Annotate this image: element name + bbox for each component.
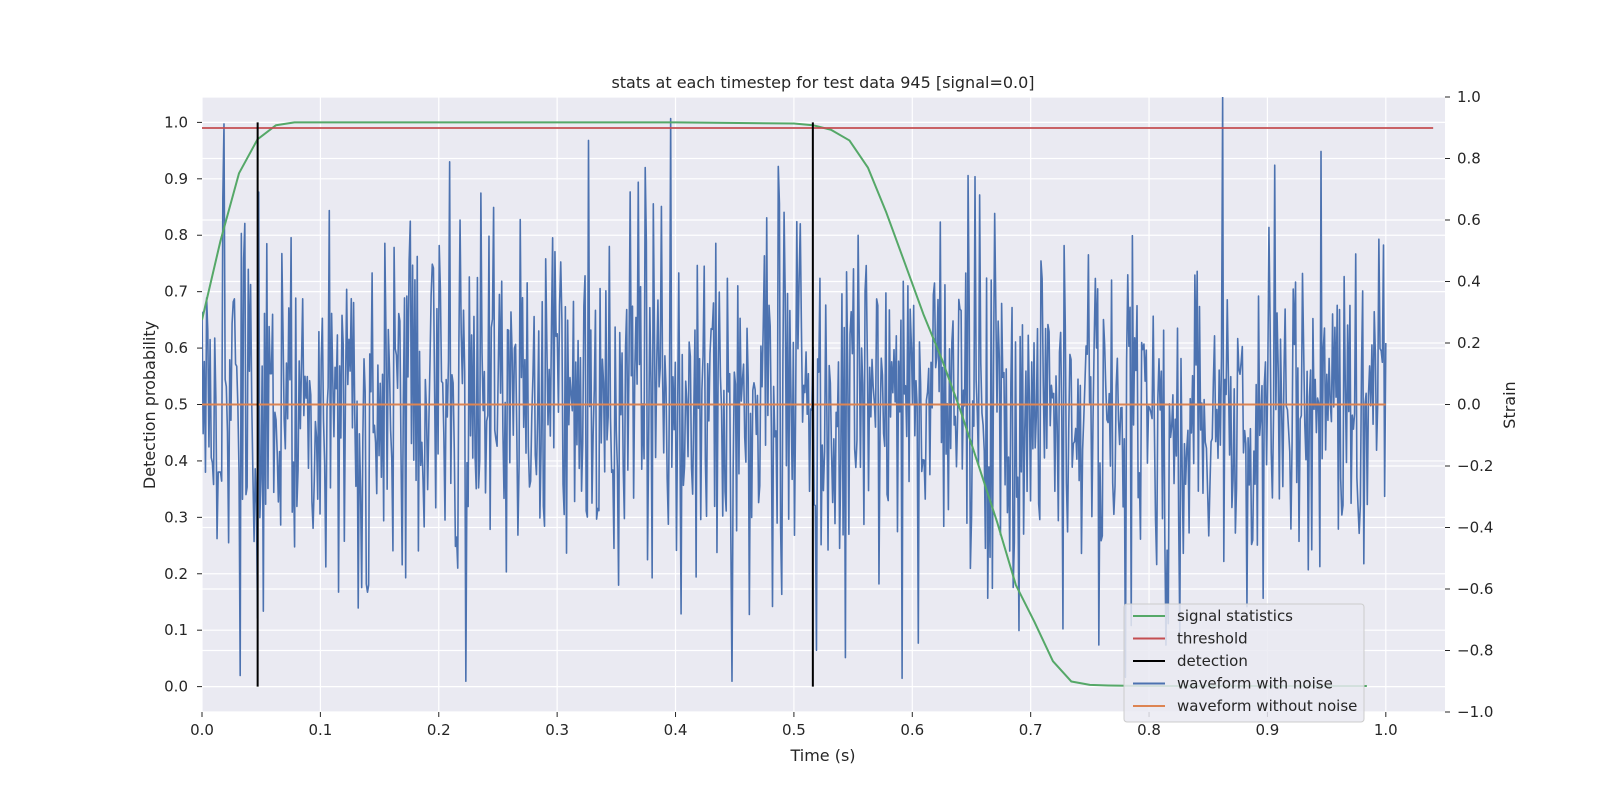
y-tick-label: 0.3 [164, 508, 188, 526]
x-tick-label: 0.3 [545, 721, 569, 739]
x-tick-label: 0.8 [1137, 721, 1161, 739]
y2-tick-label: 0.0 [1457, 396, 1481, 414]
series [202, 97, 1434, 688]
y2-tick-label: −1.0 [1457, 703, 1493, 721]
y-tick-label: 1.0 [164, 113, 188, 131]
chart-title: stats at each timestep for test data 945… [611, 73, 1034, 92]
x-tick-label: 0.5 [782, 721, 806, 739]
y-tick-label: 0.0 [164, 678, 188, 696]
x-axis-title: Time (s) [789, 746, 855, 765]
y-tick-label: 0.2 [164, 565, 188, 583]
y2-tick-label: 1.0 [1457, 88, 1481, 106]
y-tick-label: 0.8 [164, 226, 188, 244]
x-tick-label: 0.4 [664, 721, 688, 739]
y2-tick-label: −0.8 [1457, 642, 1493, 660]
signal-statistics-line [202, 121, 1367, 688]
legend-label: waveform with noise [1177, 675, 1333, 693]
y2-tick-label: −0.4 [1457, 519, 1493, 537]
axes: 0.0 0.1 0.2 0.3 0.4 0.5 0.6 0.7 0.8 0.9 1.0 0.0 0.1 0… [164, 88, 1493, 739]
x-tick-label: 0.6 [900, 721, 924, 739]
x-tick-label: 0.0 [190, 721, 214, 739]
y-tick-label: 0.7 [164, 283, 188, 301]
y2-tick-label: −0.6 [1457, 580, 1493, 598]
legend: signal statistics threshold detection wavef… [1123, 603, 1365, 723]
y-tick-label: 0.1 [164, 621, 188, 639]
y-tick-label: 0.9 [164, 170, 188, 188]
waveform-with-noise-line [202, 97, 1387, 683]
y2-axis-title: Strain [1500, 381, 1519, 428]
x-tick-label: 1.0 [1374, 721, 1398, 739]
legend-label: signal statistics [1177, 607, 1293, 625]
y-tick-label: 0.5 [164, 396, 188, 414]
y2-tick-label: 0.2 [1457, 334, 1481, 352]
y-tick-label: 0.6 [164, 339, 188, 357]
legend-label: waveform without noise [1177, 697, 1357, 715]
x-tick-label: 0.9 [1255, 721, 1279, 739]
x-tick-label: 0.7 [1019, 721, 1043, 739]
y-axis-title: Detection probability [140, 321, 159, 489]
x-tick-label: 0.2 [427, 721, 451, 739]
legend-box [1123, 603, 1365, 723]
y-tick-label: 0.4 [164, 452, 188, 470]
legend-label: threshold [1177, 630, 1248, 648]
y2-tick-label: 0.4 [1457, 273, 1481, 291]
y2-tick-label: −0.2 [1457, 457, 1493, 475]
legend-label: detection [1177, 652, 1248, 670]
y2-tick-label: 0.6 [1457, 211, 1481, 229]
y2-tick-label: 0.8 [1457, 150, 1481, 168]
x-tick-label: 0.1 [308, 721, 332, 739]
